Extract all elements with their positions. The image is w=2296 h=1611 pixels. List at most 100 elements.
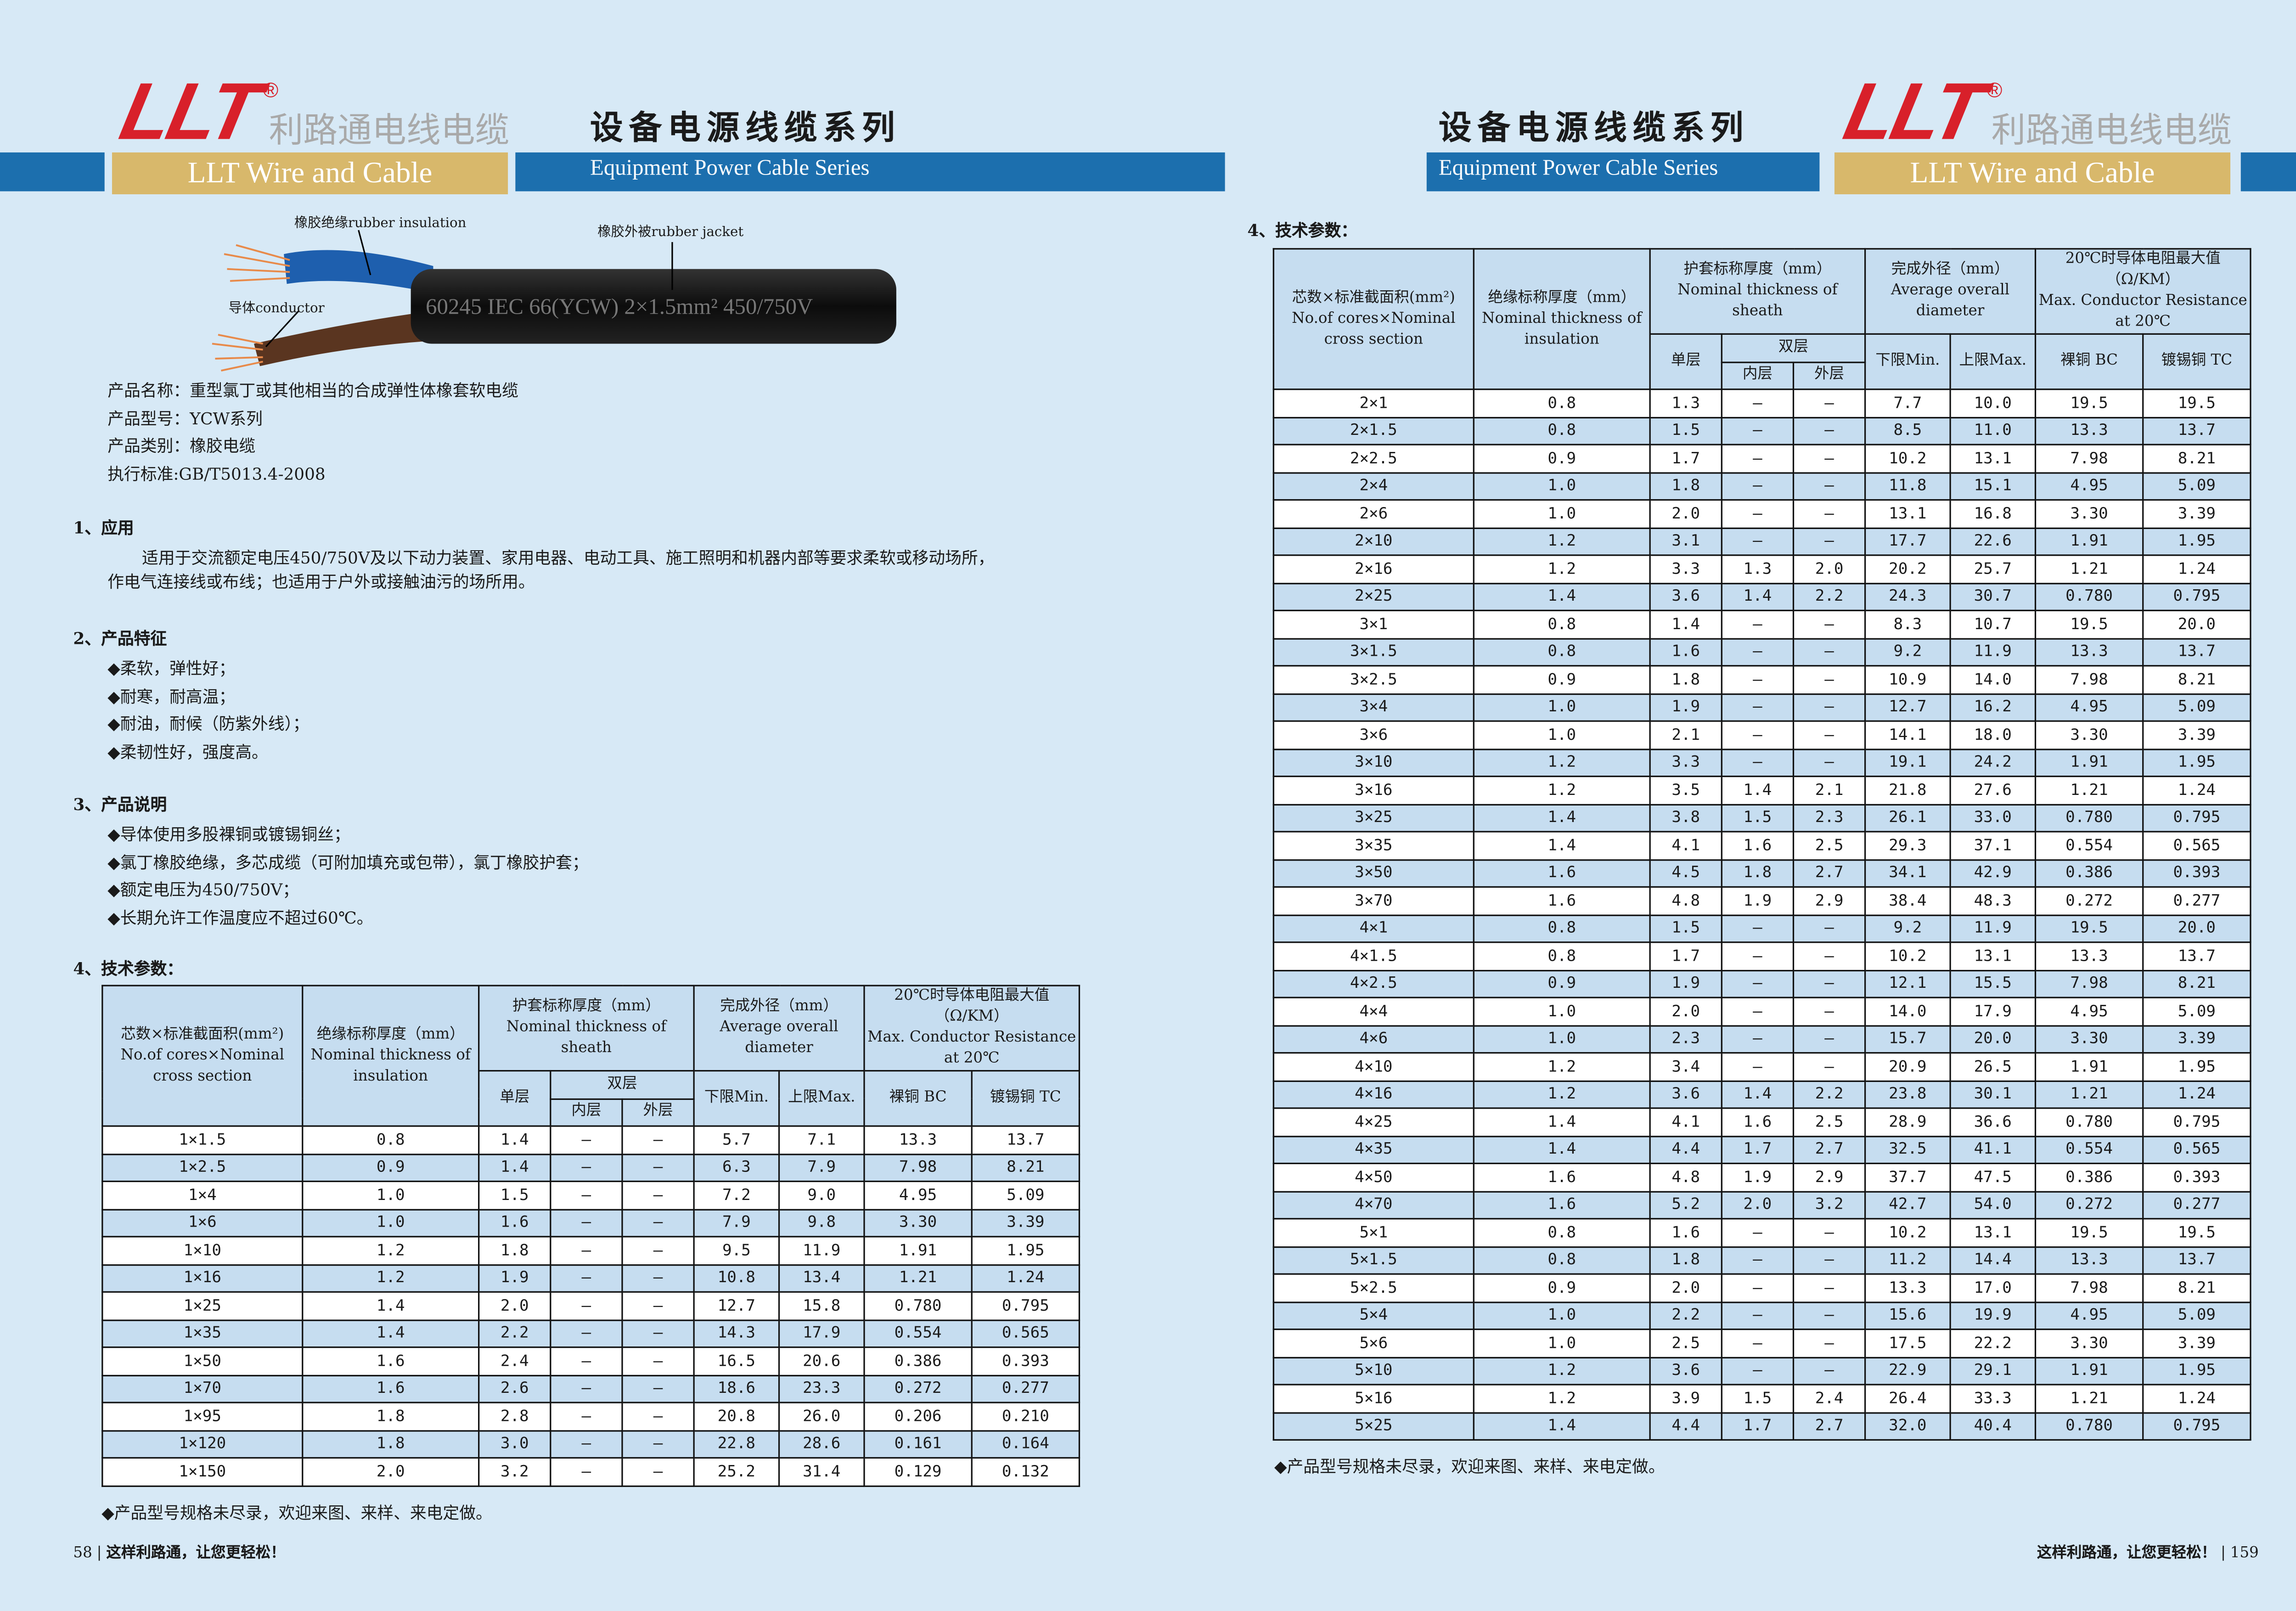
table-cell: 0.393 bbox=[971, 1346, 1080, 1376]
table-cell: 10.7 bbox=[1949, 609, 2037, 639]
table-cell: 0.554 bbox=[2034, 1135, 2144, 1164]
table-cell: 1.4 bbox=[1473, 1107, 1651, 1137]
table-cell: 0.210 bbox=[971, 1402, 1080, 1431]
registered-mark: ® bbox=[263, 78, 279, 102]
table-cell: 19.1 bbox=[1864, 748, 1951, 777]
header-text: No.of cores×Nominal cross section bbox=[1292, 310, 1456, 348]
band bbox=[1426, 152, 1820, 192]
table-cell: 3.4 bbox=[1649, 1052, 1722, 1082]
label: 橡胶外被rubber jacket bbox=[597, 225, 744, 241]
table-cell: 2.1 bbox=[1792, 775, 1866, 805]
table-cell: 7.98 bbox=[2034, 969, 2144, 998]
table-cell: 3×70 bbox=[1272, 886, 1474, 916]
table-row: 4×25 1.4 4.1 1.6 2.5 28.9 36.6 0.780 0.795 bbox=[1272, 1107, 2251, 1137]
table-cell: 20.0 bbox=[2142, 609, 2251, 639]
table-row: 1×2.5 0.9 1.4— —6.3 7.9 7.98 8.21 bbox=[101, 1153, 1080, 1183]
table-cell: — bbox=[550, 1402, 623, 1431]
table-cell: 40.4 bbox=[1949, 1411, 2037, 1441]
header-cell: 裸铜 BC bbox=[2034, 333, 2144, 390]
table-cell: 1×10 bbox=[101, 1236, 304, 1265]
table-cell: 8.21 bbox=[2142, 665, 2251, 694]
table-cell: 1.8 bbox=[1649, 1245, 1722, 1275]
table-cell: — bbox=[1792, 997, 1866, 1026]
table-cell: 2.6 bbox=[478, 1374, 551, 1403]
table-cell: 3.6 bbox=[1649, 1080, 1722, 1109]
table-cell: 0.206 bbox=[863, 1402, 973, 1431]
table-cell: 3×4 bbox=[1272, 693, 1474, 722]
table-cell: 1.5 bbox=[1649, 913, 1722, 943]
table-cell: 16.5 bbox=[693, 1346, 780, 1376]
table-cell: 3×25 bbox=[1272, 803, 1474, 833]
table-cell: 1×25 bbox=[101, 1291, 304, 1321]
table-cell: 13.3 bbox=[1864, 1273, 1951, 1302]
header-row: 单层 双层 下限Min. 上限Max. 裸铜 BC 镀锡铜 TC bbox=[102, 1070, 1080, 1127]
table-cell: — bbox=[1792, 1356, 1866, 1386]
table-cell: 12.7 bbox=[1864, 693, 1951, 722]
table-cell: 16.2 bbox=[1949, 693, 2037, 722]
header-row: 芯数×标准截面积(mm²) No.of cores×Nominal cross s… bbox=[1272, 248, 2251, 390]
table-cell: 1.24 bbox=[971, 1263, 1080, 1293]
header-cell: 双层 bbox=[550, 1070, 695, 1099]
table-cell: 2.1 bbox=[1649, 720, 1722, 749]
table-cell: — bbox=[1721, 1273, 1795, 1302]
table-row: 1×150 2.0 3.2— —25.2 31.4 0.129 0.132 bbox=[101, 1457, 1080, 1487]
table-cell: 0.161 bbox=[863, 1429, 973, 1459]
table-cell: — bbox=[550, 1125, 623, 1155]
table-cell: 11.2 bbox=[1864, 1245, 1951, 1275]
table-cell: 1.91 bbox=[2034, 1052, 2144, 1082]
series-title: 设备电源线缆系列 bbox=[590, 109, 901, 148]
table-cell: 1.4 bbox=[1473, 1411, 1651, 1441]
header-cell: 20℃时导体电阻最大值（Ω/KM） Max. Conductor Resistan… bbox=[863, 985, 1080, 1072]
header-cell: 护套标称厚度（mm） Nominal thickness of sheath bbox=[1649, 248, 1866, 335]
table-cell: 0.132 bbox=[971, 1457, 1080, 1487]
table-cell: 1.6 bbox=[1473, 1162, 1651, 1192]
header-cell: 芯数×标准截面积(mm²) No.of cores×Nominal cross s… bbox=[101, 985, 304, 1127]
table-cell: 0.8 bbox=[1473, 1218, 1651, 1247]
table-cell: 1.24 bbox=[2142, 775, 2251, 805]
table-cell: — bbox=[550, 1318, 623, 1348]
table-row: 2×4 1.0 1.8— —11.8 15.1 4.95 5.09 bbox=[1272, 471, 2251, 501]
series-title: 设备电源线缆系列 bbox=[1438, 109, 1750, 148]
table-cell: 13.3 bbox=[2034, 637, 2144, 667]
label: 橡胶绝缘rubber insulation bbox=[294, 216, 467, 232]
table-cell: 4.4 bbox=[1649, 1135, 1722, 1164]
table-cell: 2.0 bbox=[1649, 997, 1722, 1026]
table-cell: 1×50 bbox=[101, 1346, 304, 1376]
table-cell: 34.1 bbox=[1864, 858, 1951, 888]
table-cell: 1.8 bbox=[302, 1402, 480, 1431]
table-cell: — bbox=[1721, 665, 1795, 694]
table-cell: 10.9 bbox=[1864, 665, 1951, 694]
table-cell: — bbox=[621, 1402, 695, 1431]
table-cell: 24.2 bbox=[1949, 748, 2037, 777]
table-row: 3×1.5 0.8 1.6— —9.2 11.9 13.3 13.7 bbox=[1272, 637, 2251, 667]
table-cell: 7.98 bbox=[2034, 1273, 2144, 1302]
table-cell: 26.0 bbox=[778, 1402, 865, 1431]
table-cell: 3.0 bbox=[478, 1429, 551, 1459]
table-cell: 9.5 bbox=[693, 1236, 780, 1265]
table-cell: 1.0 bbox=[1473, 720, 1651, 749]
table-cell: — bbox=[550, 1346, 623, 1376]
product-info: 执行标准:GB/T5013.4-2008 bbox=[107, 464, 326, 484]
table-cell: 4×35 bbox=[1272, 1135, 1474, 1164]
table-cell: — bbox=[1721, 609, 1795, 639]
table-cell: — bbox=[1721, 720, 1795, 749]
slogan: 这样利路通，让您更轻松！ bbox=[2037, 1545, 2217, 1562]
table-row: 3×4 1.0 1.9— —12.7 16.2 4.95 5.09 bbox=[1272, 693, 2251, 722]
table-cell: 1.9 bbox=[1721, 1162, 1795, 1192]
section-title: 2、产品特征 bbox=[73, 629, 167, 649]
table-cell: 1.4 bbox=[302, 1318, 480, 1348]
table-cell: 42.7 bbox=[1864, 1190, 1951, 1220]
table-cell: 19.5 bbox=[2034, 389, 2144, 418]
table-cell: 42.9 bbox=[1949, 858, 2037, 888]
section-line: ◆柔韧性好，强度高。 bbox=[107, 742, 268, 762]
note: ◆产品型号规格未尽录，欢迎来图、来样、来电定做。 bbox=[1274, 1457, 1665, 1477]
table-cell: — bbox=[550, 1153, 623, 1183]
series-subtitle: Equipment Power Cable Series bbox=[1438, 157, 1718, 181]
table-cell: 1.9 bbox=[1649, 969, 1722, 998]
table-cell: 22.6 bbox=[1949, 527, 2037, 556]
table-cell: 1.95 bbox=[2142, 527, 2251, 556]
table-cell: 2.2 bbox=[1649, 1301, 1722, 1330]
table-cell: 7.9 bbox=[778, 1153, 865, 1183]
table-cell: 1.8 bbox=[1649, 665, 1722, 694]
